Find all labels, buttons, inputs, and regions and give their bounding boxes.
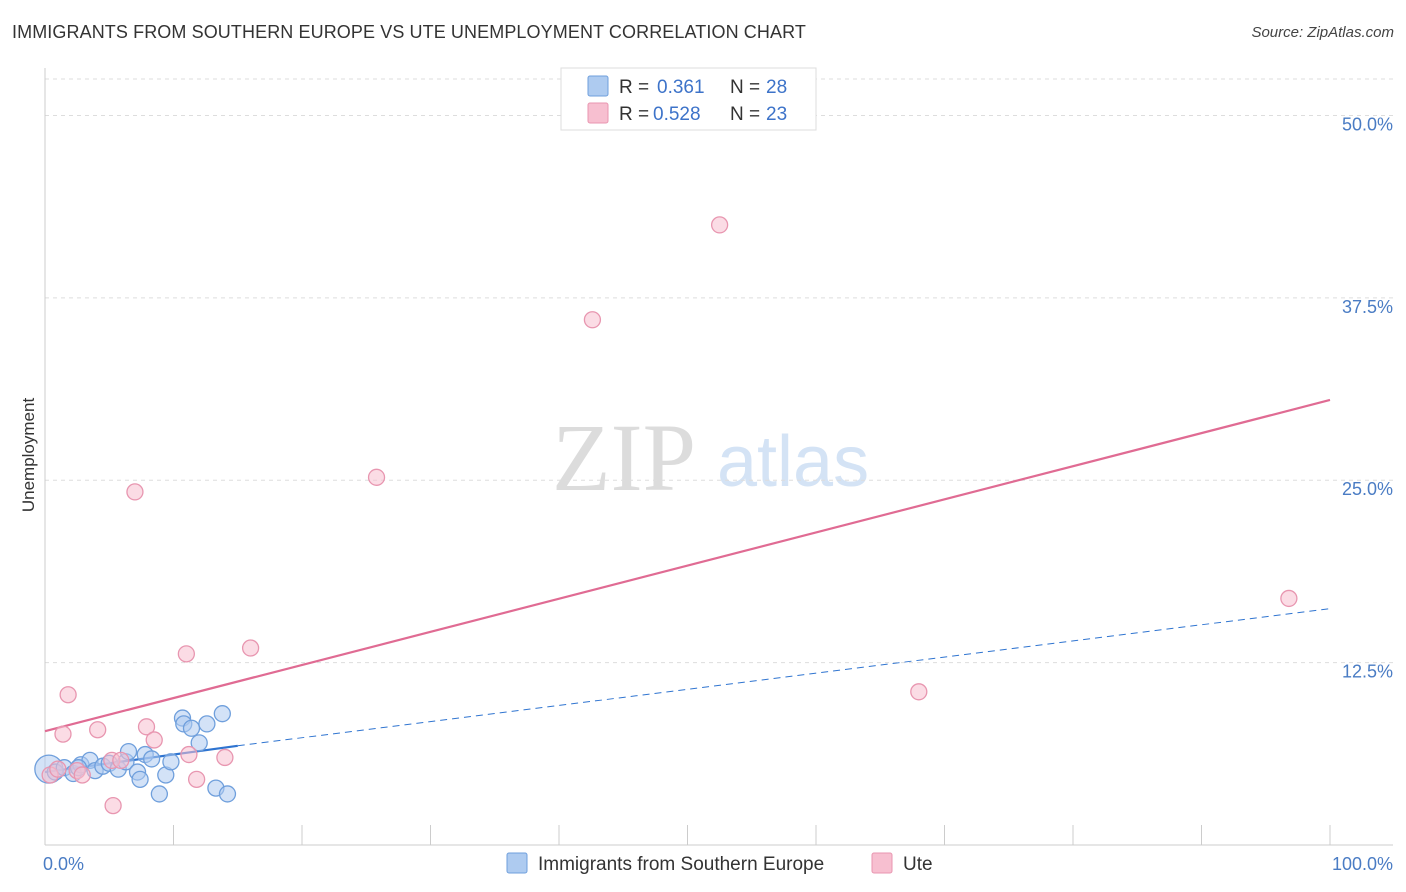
point-pink-13: [180, 745, 198, 764]
gridlines: [45, 78, 1393, 664]
point-pink-2: [59, 686, 77, 704]
point-blue-25: [213, 705, 231, 723]
bottom-legend-swatch-pink: [871, 852, 893, 874]
watermark-atlas: atlas: [717, 422, 869, 502]
bottom-legend-swatch-blue: [506, 852, 528, 874]
axes: [44, 68, 1393, 846]
x-tick-label-1: 100.0%: [1332, 854, 1393, 874]
legend-n-value-pink: 23: [766, 104, 787, 125]
point-pink-15: [216, 748, 234, 767]
point-pink-18: [583, 311, 602, 329]
legend-n-label-blue: N =: [730, 77, 760, 98]
legend-r-value-blue: 0.361: [657, 77, 705, 98]
point-pink-10: [137, 718, 156, 736]
point-pink-12: [177, 645, 196, 663]
point-pink-1: [54, 725, 72, 743]
bottom-legend: Immigrants from Southern Europe Ute: [506, 852, 933, 875]
point-blue-21: [182, 719, 201, 737]
bottom-legend-label-blue: Immigrants from Southern Europe: [538, 854, 824, 875]
chart-source: Source: ZipAtlas.com: [1251, 24, 1394, 41]
y-tick-label-0: 12.5%: [1342, 662, 1393, 682]
legend-n-value-blue: 28: [766, 77, 787, 98]
legend-r-label-blue: R =: [619, 77, 649, 98]
point-blue-13: [131, 770, 149, 788]
point-blue-15: [143, 750, 161, 768]
point-pink-19: [710, 216, 729, 234]
trend-line-pink: [44, 398, 1331, 733]
point-pink-17: [367, 468, 386, 486]
trend-line-blue-dashed: [237, 608, 1331, 747]
point-blue-22: [190, 734, 208, 752]
point-blue-16: [150, 785, 169, 803]
point-pink-5: [89, 721, 107, 739]
point-blue-23: [198, 715, 216, 733]
legend-swatch-pink: [587, 102, 609, 124]
point-pink-21: [1280, 589, 1298, 608]
y-axis-label: Unemployment: [19, 398, 38, 513]
chart-title: IMMIGRANTS FROM SOUTHERN EUROPE VS UTE U…: [12, 22, 806, 42]
point-blue-26: [218, 785, 237, 803]
point-blue-18: [162, 753, 180, 771]
point-pink-9: [126, 483, 144, 501]
point-pink-7: [104, 796, 122, 815]
point-pink-4: [73, 766, 91, 784]
data-points: [34, 216, 1298, 815]
point-pink-16: [241, 639, 260, 657]
point-pink-22: [49, 760, 67, 778]
bottom-legend-label-pink: Ute: [903, 854, 933, 875]
point-pink-20: [910, 683, 928, 701]
legend-swatch-blue: [587, 75, 609, 97]
legend: R = 0.361 N = 28 R = 0.528 N = 23: [560, 67, 817, 131]
y-tick-label-3: 50.0%: [1342, 114, 1393, 134]
tick-labels: 12.5% 25.0% 37.5% 50.0% 0.0% 100.0%: [43, 114, 1393, 874]
y-tick-label-2: 37.5%: [1342, 297, 1393, 317]
point-pink-8: [112, 751, 130, 770]
watermark-zip: ZIP: [552, 404, 696, 511]
legend-n-label-pink: N =: [730, 104, 760, 125]
point-pink-11: [145, 731, 163, 749]
watermark: ZIP atlas: [552, 404, 869, 511]
point-pink-14: [187, 770, 206, 788]
y-tick-label-1: 25.0%: [1342, 479, 1393, 499]
legend-r-label-pink: R =: [619, 104, 649, 125]
x-tick-label-0: 0.0%: [43, 854, 84, 874]
legend-r-value-pink: 0.528: [653, 104, 701, 125]
